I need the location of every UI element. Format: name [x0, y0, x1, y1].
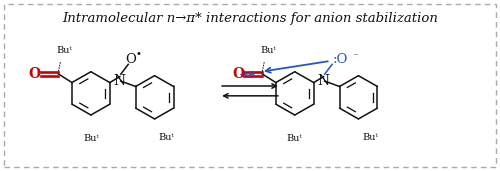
Text: Buᵗ: Buᵗ	[260, 46, 276, 55]
Text: Buᵗ: Buᵗ	[83, 134, 99, 143]
FancyBboxPatch shape	[4, 4, 496, 167]
Text: ⁻: ⁻	[352, 52, 358, 62]
Text: N: N	[318, 74, 330, 88]
Text: O: O	[28, 67, 40, 81]
Text: O: O	[232, 67, 244, 81]
Text: Buᵗ: Buᵗ	[287, 134, 302, 143]
Text: •: •	[136, 49, 141, 59]
Text: Buᵗ: Buᵗ	[56, 46, 72, 55]
Text: Buᵗ: Buᵗ	[362, 133, 378, 142]
Text: O: O	[126, 53, 136, 66]
Text: :O: :O	[333, 53, 348, 66]
Text: +e⁻: +e⁻	[238, 68, 262, 81]
Text: Buᵗ: Buᵗ	[158, 133, 174, 142]
Text: Intramolecular n→π* interactions for anion stabilization: Intramolecular n→π* interactions for ani…	[62, 12, 438, 25]
Text: N: N	[114, 74, 126, 88]
